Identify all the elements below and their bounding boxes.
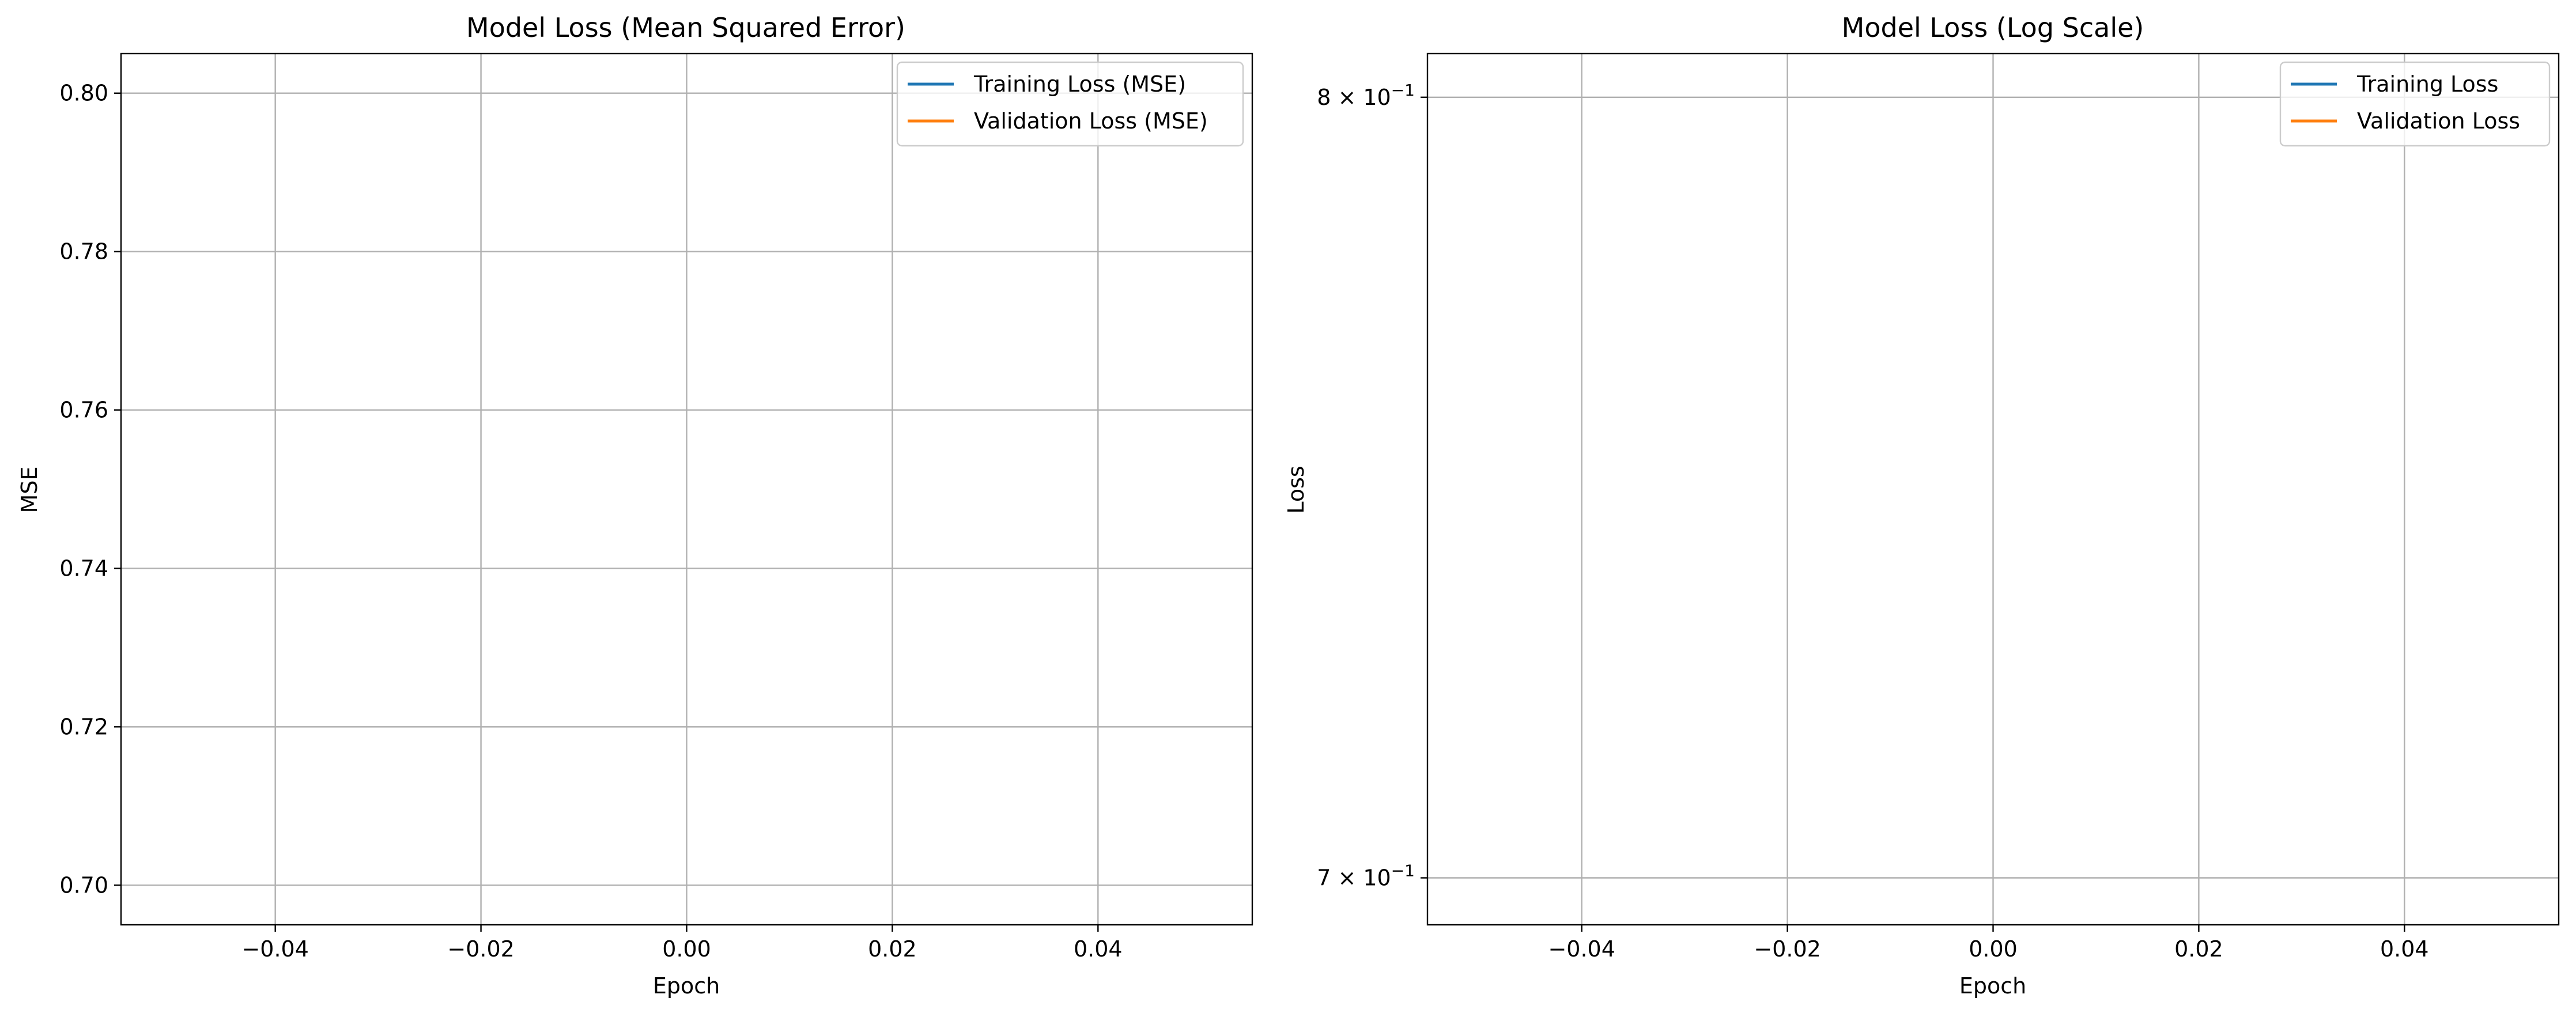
y-ticks: 0.70 0.72 0.74 0.76 0.78 0.80 bbox=[59, 81, 121, 898]
x-ticks: −0.04 −0.02 0.00 0.02 0.04 bbox=[1548, 925, 2429, 962]
chart-title: Model Loss (Log Scale) bbox=[1842, 12, 2144, 43]
legend-label-validation: Validation Loss (MSE) bbox=[974, 108, 1208, 134]
y-axis-label: Loss bbox=[1283, 466, 1309, 513]
legend: Training Loss Validation Loss bbox=[2279, 61, 2551, 147]
y-tick-label: 0.74 bbox=[59, 555, 108, 581]
chart-panel-mse: Model Loss (Mean Squared Error) −0.04 −0.… bbox=[17, 12, 1253, 999]
x-tick-label: 0.00 bbox=[1969, 936, 2018, 962]
legend-box bbox=[896, 61, 1244, 147]
x-tick-label: 0.00 bbox=[662, 936, 711, 962]
x-tick-label: −0.04 bbox=[241, 936, 308, 962]
legend-label-training: Training Loss bbox=[2356, 71, 2498, 97]
y-tick-label: 0.76 bbox=[59, 398, 108, 423]
x-tick-label: 0.02 bbox=[2174, 936, 2223, 962]
x-grid-lines bbox=[1581, 54, 2405, 925]
x-tick-label: −0.02 bbox=[1754, 936, 1820, 962]
y-tick-label: 0.80 bbox=[59, 81, 108, 106]
y-tick-label: 7 × 10−1 bbox=[1317, 861, 1415, 891]
y-tick-label: 0.78 bbox=[59, 239, 108, 264]
legend-label-training: Training Loss (MSE) bbox=[973, 71, 1186, 97]
y-tick-label: 0.70 bbox=[59, 872, 108, 898]
chart-title: Model Loss (Mean Squared Error) bbox=[466, 12, 905, 43]
x-tick-label: 0.02 bbox=[868, 936, 917, 962]
x-tick-label: 0.04 bbox=[1074, 936, 1123, 962]
x-axis-label: Epoch bbox=[653, 973, 720, 999]
x-axis-label: Epoch bbox=[1959, 973, 2026, 999]
y-tick-label: 8 × 10−1 bbox=[1317, 81, 1415, 110]
y-ticks: 7 × 10−1 8 × 10−1 bbox=[1317, 81, 1427, 891]
y-tick-label: 0.72 bbox=[59, 714, 108, 739]
x-tick-label: 0.04 bbox=[2380, 936, 2429, 962]
x-ticks: −0.04 −0.02 0.00 0.02 0.04 bbox=[241, 925, 1123, 962]
chart-panel-log: Model Loss (Log Scale) −0.04 −0.02 0.00 0.0… bbox=[1283, 12, 2560, 999]
x-grid-lines bbox=[274, 54, 1099, 925]
legend-box bbox=[2279, 61, 2551, 147]
x-tick-label: −0.04 bbox=[1548, 936, 1615, 962]
legend: Training Loss (MSE) Validation Loss (MSE… bbox=[896, 61, 1244, 147]
x-tick-label: −0.02 bbox=[447, 936, 514, 962]
legend-label-validation: Validation Loss bbox=[2357, 108, 2520, 134]
y-axis-label: MSE bbox=[17, 467, 42, 513]
